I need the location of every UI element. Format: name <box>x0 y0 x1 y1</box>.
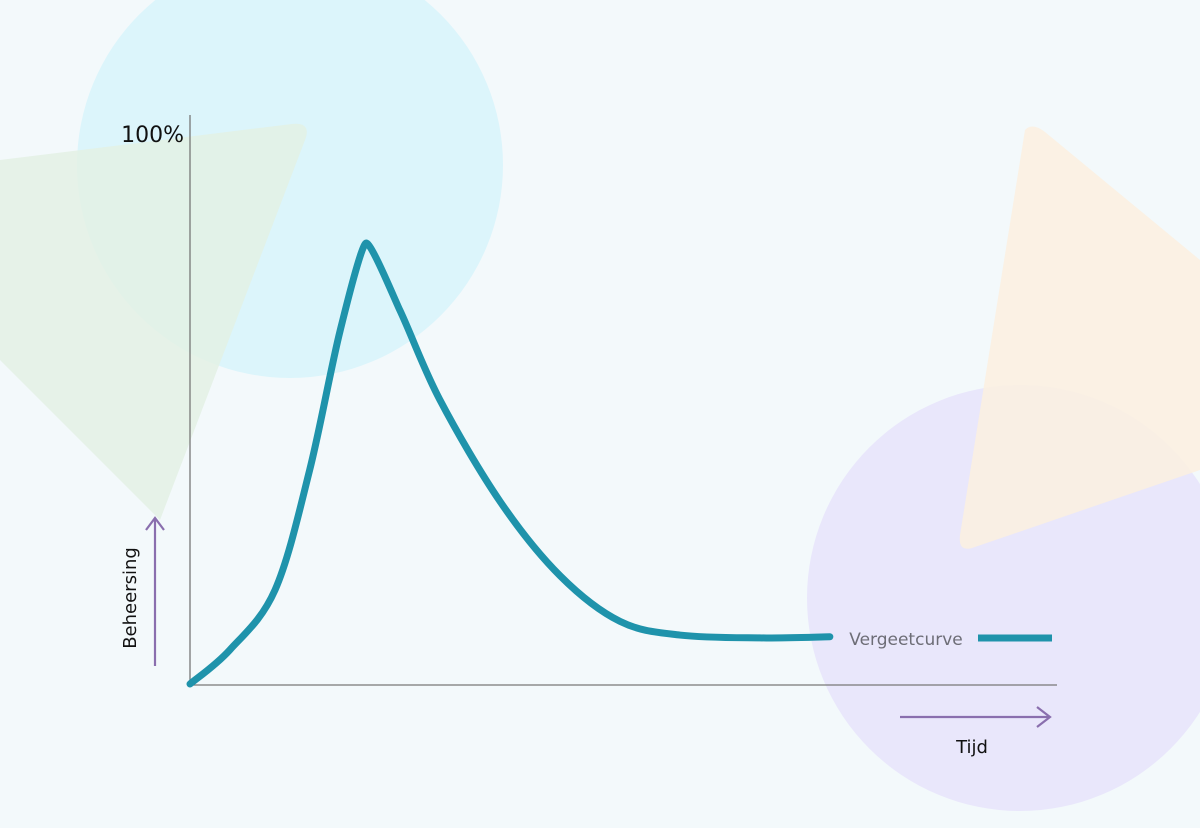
x-axis-label: Tijd <box>955 737 988 758</box>
series-line-vergeetcurve <box>186 239 834 688</box>
y-tick-label-100: 100% <box>121 123 184 148</box>
background-decoration <box>0 0 1200 811</box>
x-axis-arrow <box>900 706 1052 728</box>
green-triangle-decoration <box>0 123 307 521</box>
legend-label: Vergeetcurve <box>849 630 962 650</box>
y-axis-arrow <box>145 516 165 666</box>
legend: Vergeetcurve <box>849 630 1052 650</box>
orange-triangle-decoration <box>959 126 1200 549</box>
y-axis-label: Beheersing <box>120 547 141 649</box>
